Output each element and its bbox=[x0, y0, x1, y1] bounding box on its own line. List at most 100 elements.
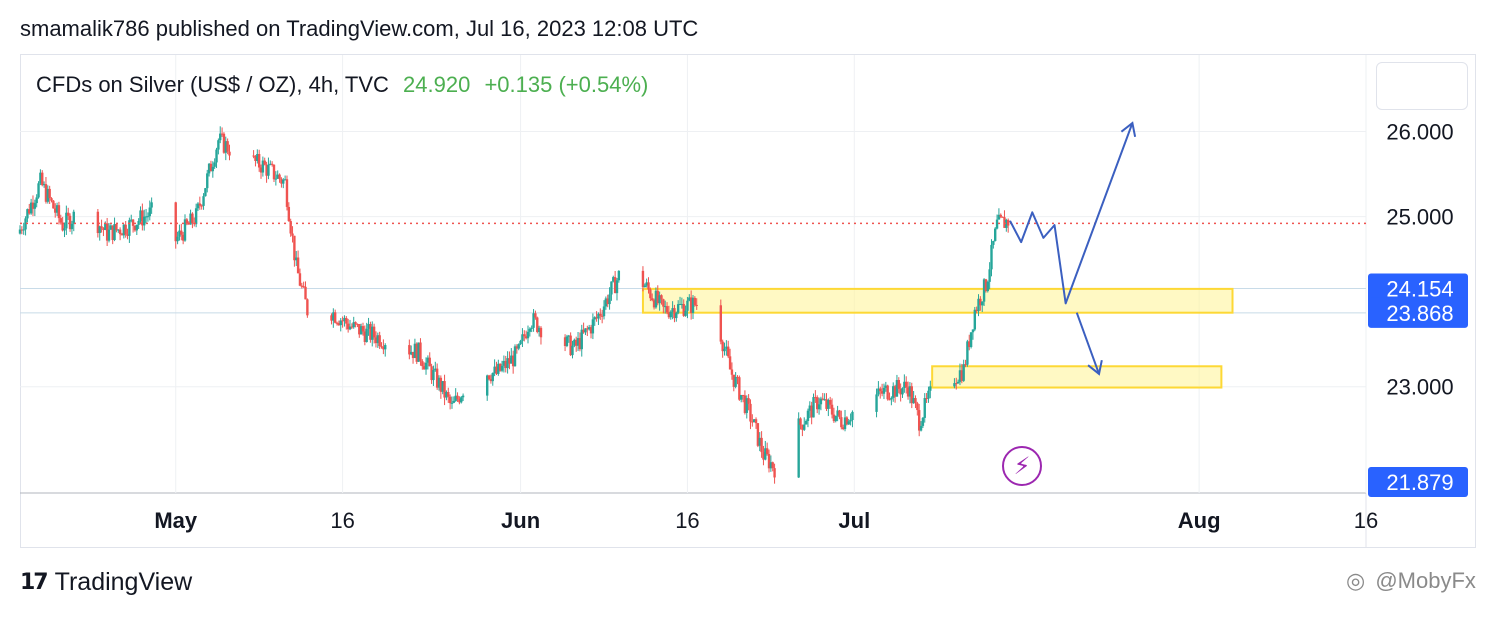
candle-body bbox=[849, 420, 852, 422]
candle-body bbox=[897, 379, 900, 389]
candle-body bbox=[973, 309, 977, 330]
candle-body bbox=[128, 220, 131, 236]
candle bbox=[137, 218, 140, 229]
candle bbox=[667, 305, 671, 319]
candle bbox=[98, 225, 101, 241]
candle bbox=[500, 360, 504, 373]
candle bbox=[495, 361, 498, 376]
candle-body bbox=[901, 388, 904, 395]
candle bbox=[676, 300, 680, 315]
candle bbox=[916, 401, 919, 416]
arrow-head bbox=[1120, 121, 1137, 137]
candle-body bbox=[975, 309, 978, 312]
candle-body bbox=[586, 328, 589, 330]
candle-body bbox=[422, 366, 426, 370]
candle bbox=[215, 147, 218, 169]
candle-body bbox=[52, 200, 55, 209]
candle bbox=[302, 281, 305, 288]
candle-body bbox=[821, 398, 824, 400]
candle-body bbox=[523, 334, 526, 337]
candle bbox=[365, 322, 368, 343]
candle-body bbox=[841, 427, 845, 430]
candle bbox=[995, 214, 999, 230]
candle bbox=[927, 386, 930, 403]
projection-arrow bbox=[1075, 312, 1100, 375]
candle bbox=[890, 396, 893, 406]
candle-body bbox=[834, 415, 837, 422]
candle bbox=[764, 440, 767, 461]
lightning-icon[interactable]: ⚡ bbox=[1002, 446, 1042, 486]
candle bbox=[910, 382, 913, 409]
candle-body bbox=[415, 343, 418, 362]
candle-body bbox=[964, 364, 967, 366]
candle bbox=[456, 392, 459, 402]
candle-body bbox=[259, 167, 263, 173]
candle-body bbox=[968, 341, 971, 347]
candle bbox=[55, 202, 59, 217]
candle-body bbox=[645, 282, 648, 286]
candle-body bbox=[977, 298, 980, 312]
candle bbox=[917, 403, 921, 437]
zones-layer bbox=[641, 287, 1234, 389]
candle bbox=[267, 157, 270, 180]
candle bbox=[647, 277, 650, 294]
candle bbox=[752, 419, 756, 423]
candle-body bbox=[196, 203, 200, 209]
candle bbox=[146, 212, 150, 222]
candle bbox=[118, 227, 122, 241]
candle bbox=[515, 344, 519, 354]
candle bbox=[880, 383, 884, 397]
candle bbox=[617, 270, 621, 283]
candle-body bbox=[272, 164, 276, 180]
candle-body bbox=[929, 386, 932, 391]
candle bbox=[409, 345, 413, 356]
candle bbox=[684, 305, 687, 317]
candle-body bbox=[513, 346, 517, 367]
candle bbox=[348, 319, 352, 331]
candle bbox=[330, 313, 333, 325]
candle bbox=[875, 388, 878, 418]
candle bbox=[756, 423, 760, 448]
candle-body bbox=[895, 379, 899, 397]
candle-body bbox=[220, 133, 224, 135]
candle-body bbox=[752, 419, 756, 423]
candle bbox=[335, 321, 339, 326]
scale-settings-button[interactable] bbox=[1376, 62, 1468, 110]
candle-body bbox=[50, 198, 53, 201]
candle-body bbox=[958, 370, 962, 382]
candle bbox=[120, 232, 124, 236]
candle bbox=[206, 169, 209, 193]
candle bbox=[413, 338, 417, 359]
candle-body bbox=[39, 172, 42, 184]
candle-body bbox=[914, 398, 917, 404]
candle-body bbox=[337, 323, 341, 326]
candle bbox=[26, 208, 29, 223]
candle bbox=[20, 226, 24, 235]
candle bbox=[61, 216, 64, 232]
candle-body bbox=[72, 211, 75, 224]
candle bbox=[816, 395, 819, 414]
candle-body bbox=[35, 197, 38, 204]
candle-body bbox=[573, 339, 576, 346]
change-value: +0.135 (+0.54%) bbox=[484, 72, 649, 97]
candle bbox=[997, 208, 1001, 220]
candle bbox=[827, 398, 830, 417]
candle-body bbox=[256, 154, 259, 161]
tradingview-logo[interactable]: 17 TradingView bbox=[20, 568, 192, 597]
candle bbox=[432, 365, 435, 386]
candle-body bbox=[845, 417, 849, 425]
candle-body bbox=[808, 405, 812, 411]
candle-body bbox=[571, 345, 574, 356]
candle-body bbox=[304, 286, 307, 300]
candle-body bbox=[912, 398, 915, 404]
candle-body bbox=[374, 337, 378, 344]
candle bbox=[797, 412, 800, 478]
candle-body bbox=[98, 226, 101, 234]
candle-body bbox=[925, 398, 928, 400]
candle-body bbox=[345, 317, 348, 324]
candle-body bbox=[65, 212, 68, 229]
candle bbox=[747, 394, 750, 411]
candle-body bbox=[604, 298, 608, 307]
candle-body bbox=[335, 322, 339, 324]
